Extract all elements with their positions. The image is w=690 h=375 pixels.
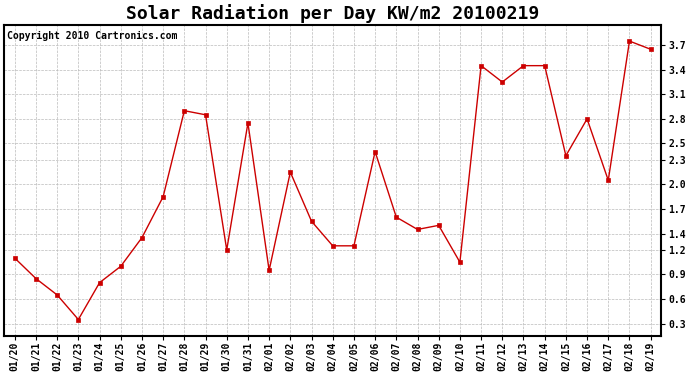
Title: Solar Radiation per Day KW/m2 20100219: Solar Radiation per Day KW/m2 20100219 [126,4,540,23]
Text: Copyright 2010 Cartronics.com: Copyright 2010 Cartronics.com [8,31,178,41]
